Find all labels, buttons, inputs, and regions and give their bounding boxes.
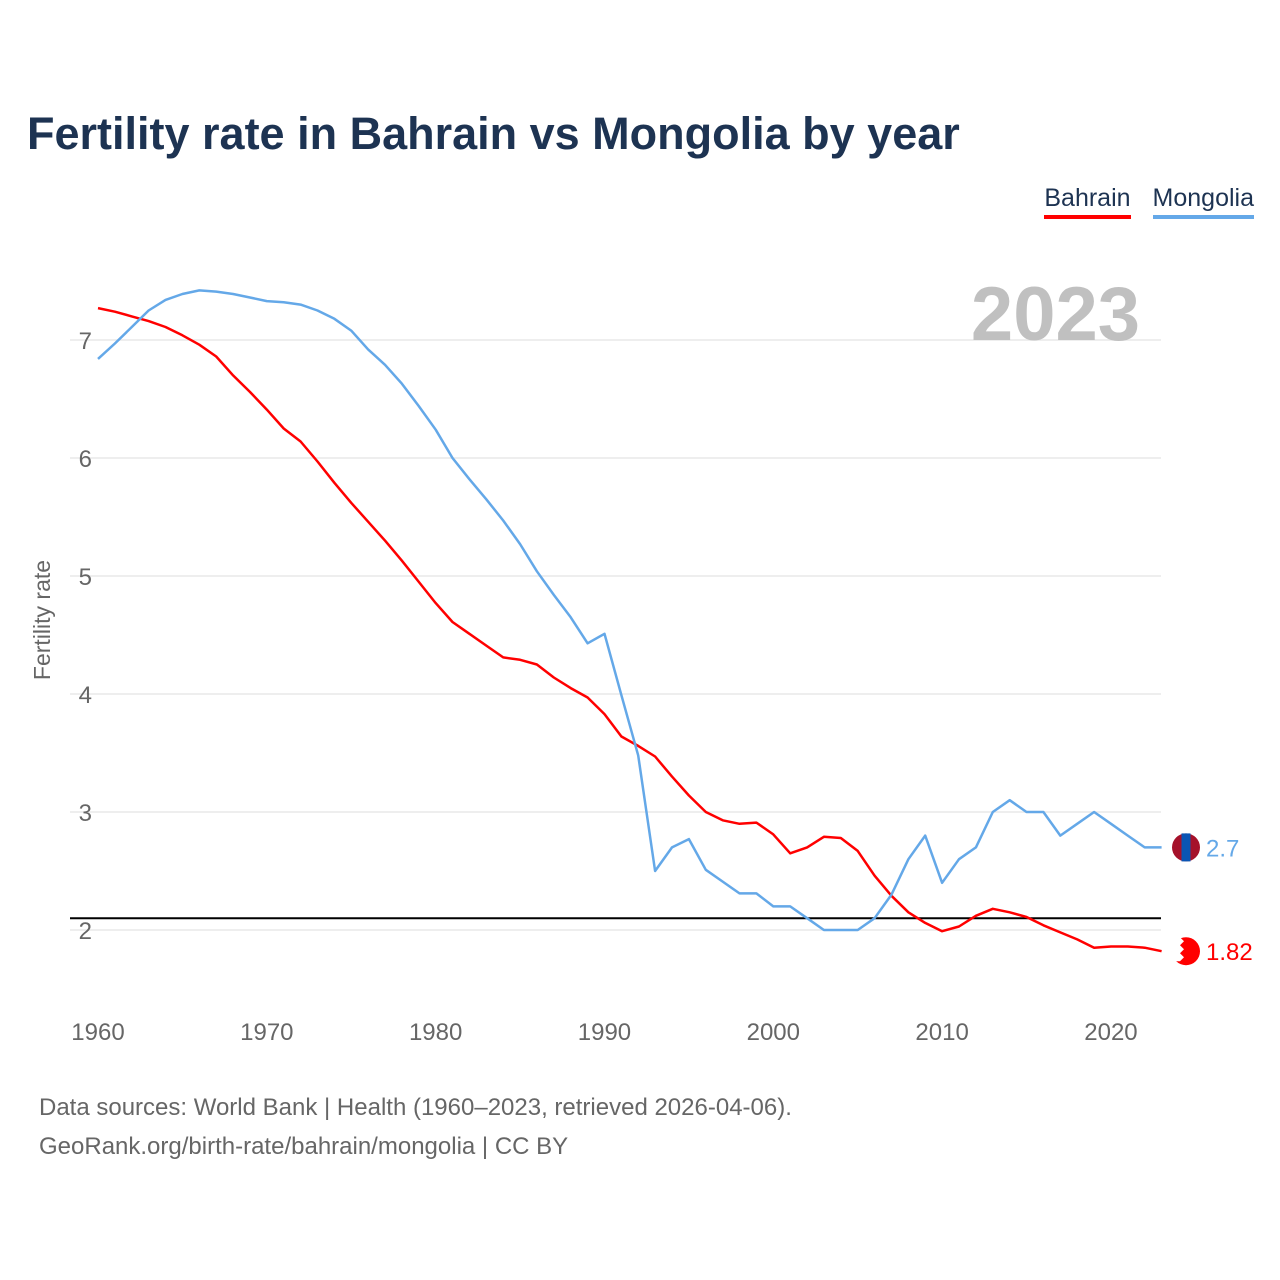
x-tick-label: 1970 <box>240 1019 293 1046</box>
flag-serration <box>1172 937 1184 962</box>
series-line-bahrain <box>97 306 1162 953</box>
x-tick-label: 1960 <box>71 1019 124 1046</box>
year-watermark: 2023 <box>971 272 1140 357</box>
x-tick-label: 2000 <box>747 1019 800 1046</box>
flag-stripe <box>1181 833 1191 862</box>
flag-icon-bahrain <box>1172 937 1200 966</box>
y-tick-label: 6 <box>79 446 92 473</box>
x-tick-label: 2020 <box>1084 1019 1137 1046</box>
legend-bahrain[interactable]: Bahrain <box>1044 184 1131 219</box>
x-tick-label: 1990 <box>578 1019 631 1046</box>
y-tick-label: 2 <box>79 918 92 945</box>
end-value-label-bahrain: 1.82 <box>1206 939 1253 966</box>
legend: Bahrain Mongolia <box>1044 184 1254 219</box>
footer: Data sources: World Bank | Health (1960–… <box>39 1088 792 1166</box>
flag-icon-mongolia <box>1172 833 1200 862</box>
y-axis-label: Fertility rate <box>29 560 55 680</box>
x-tick-label: 2010 <box>915 1019 968 1046</box>
chart-title: Fertility rate in Bahrain vs Mongolia by… <box>27 108 960 159</box>
data-source-text: Data sources: World Bank | Health (1960–… <box>39 1094 792 1121</box>
y-tick-label: 5 <box>79 564 92 591</box>
y-tick-label: 4 <box>79 682 92 709</box>
y-tick-label: 3 <box>79 800 92 827</box>
y-tick-label: 7 <box>79 328 92 355</box>
series-line-mongolia <box>97 289 1162 932</box>
end-value-label-mongolia: 2.7 <box>1206 835 1239 862</box>
attribution-link[interactable]: GeoRank.org/birth-rate/bahrain/mongolia … <box>39 1133 569 1160</box>
x-tick-label: 1980 <box>409 1019 462 1046</box>
legend-mongolia[interactable]: Mongolia <box>1152 184 1254 219</box>
